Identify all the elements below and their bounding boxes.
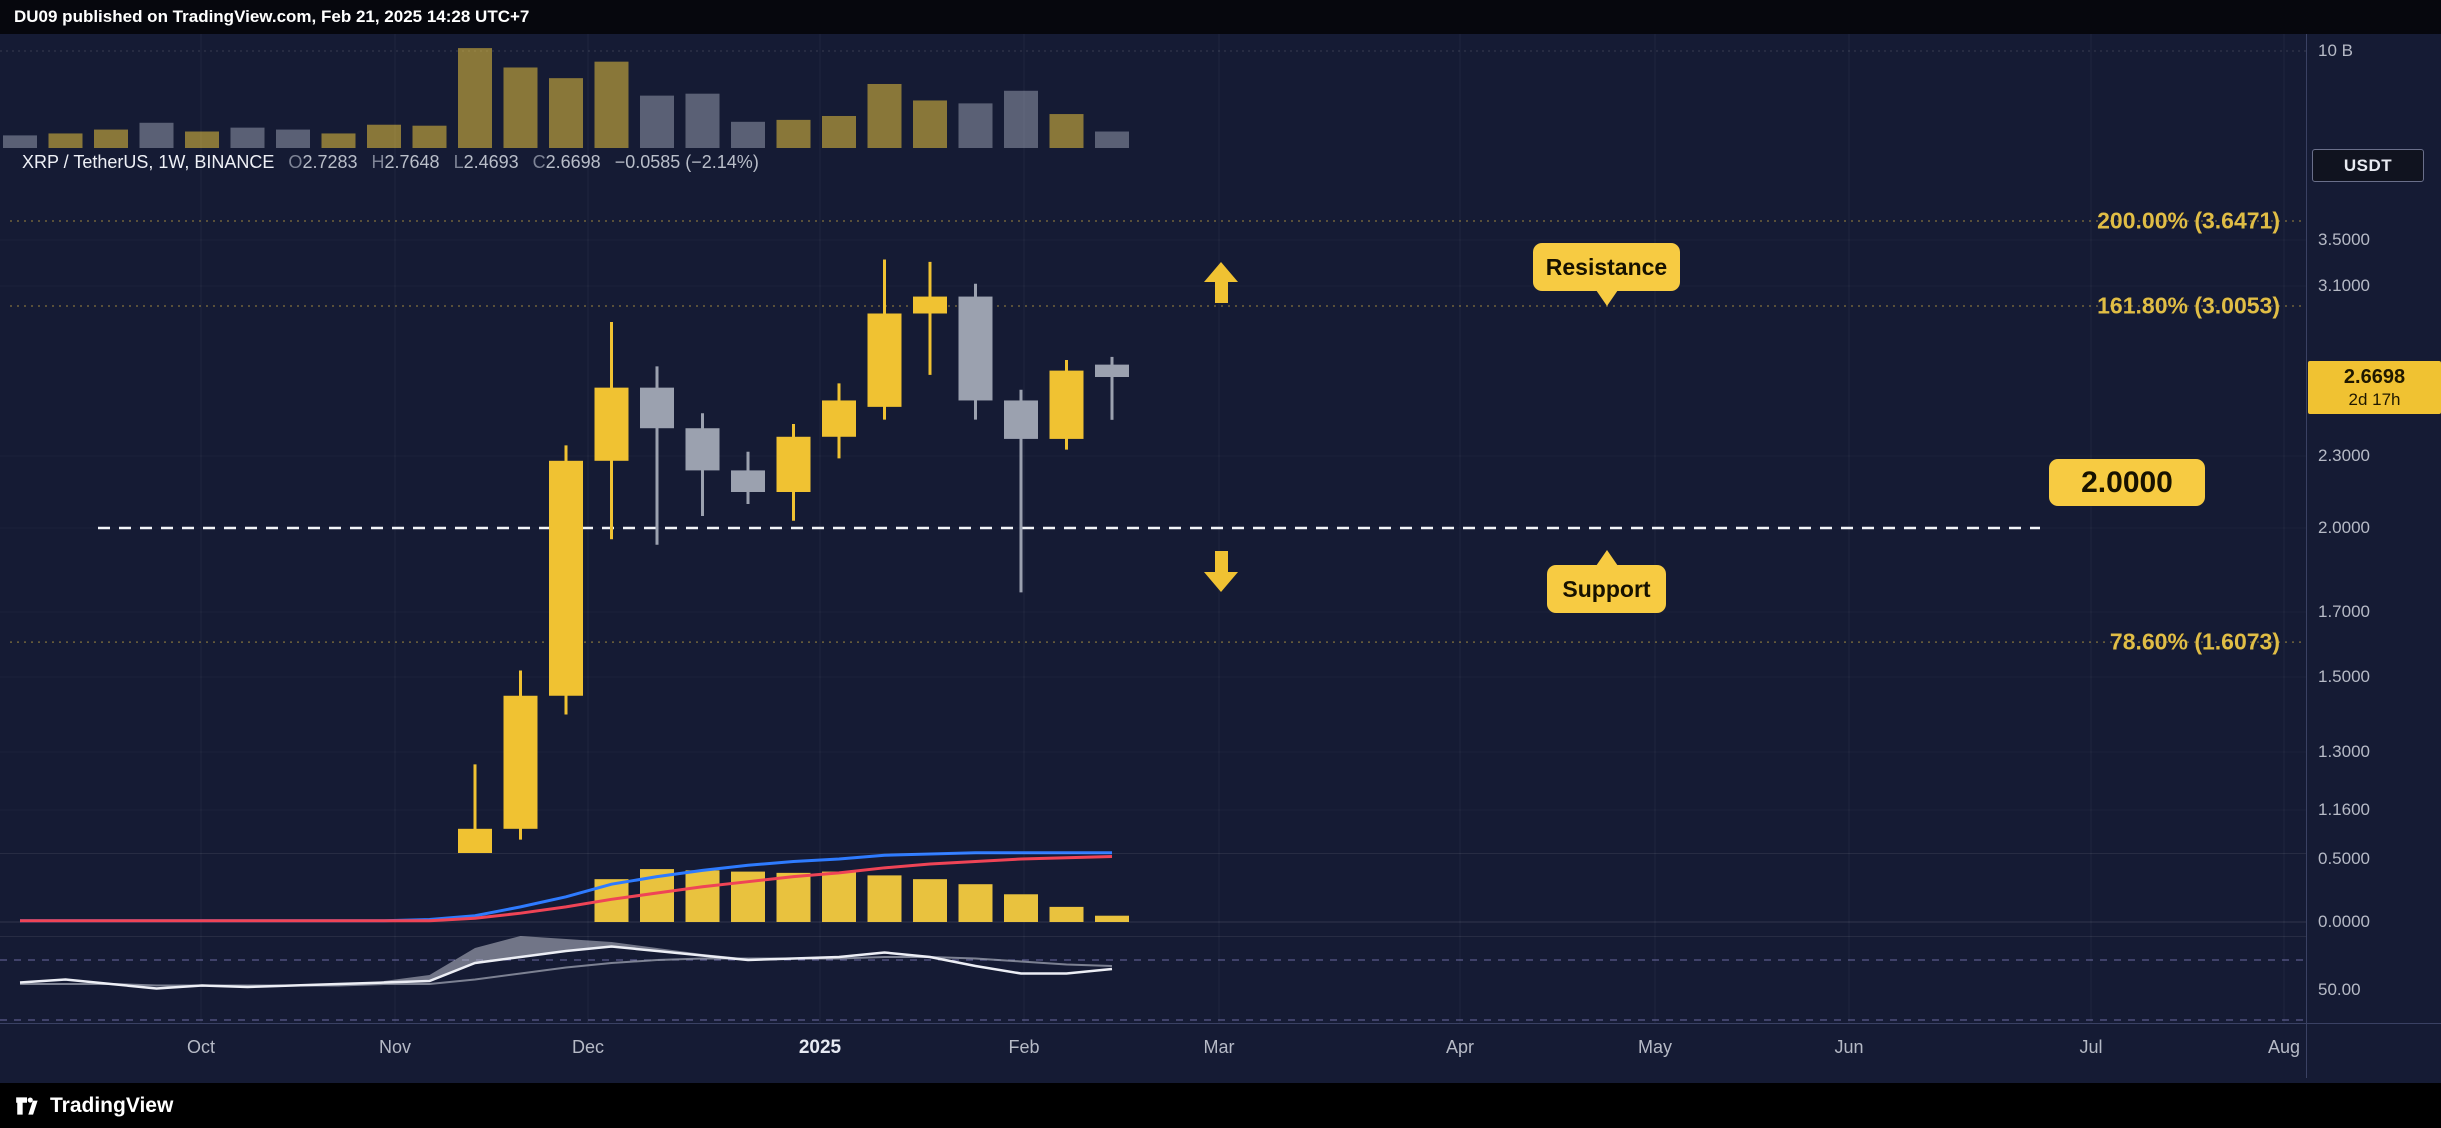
up-arrow-stem	[1214, 282, 1228, 303]
support-callout[interactable]: Support	[1547, 550, 1666, 613]
publish-info-bar: DU09 published on TradingView.com, Feb 2…	[0, 0, 2441, 34]
price-axis-label: 1.3000	[2318, 742, 2370, 761]
publish-info-text: DU09 published on TradingView.com, Feb 2…	[14, 7, 530, 26]
current-price-badge: 2.6698 2d 17h	[2308, 361, 2441, 414]
down-arrow-icon[interactable]	[1204, 551, 1238, 592]
time-axis-label: Jun	[1834, 1037, 1864, 1057]
open-label: O	[288, 152, 303, 172]
time-axis-label: Aug	[2267, 1037, 2301, 1057]
down-arrow-stem	[1214, 551, 1228, 572]
low-label: L	[453, 152, 464, 172]
price-axis-separator	[2306, 34, 2307, 1078]
close-value: 2.6698	[545, 152, 601, 172]
fib-level-label-161[interactable]: 161.80% (3.0053)	[2097, 292, 2280, 319]
price-axis-label: 2.3000	[2318, 446, 2370, 465]
ohlc-close: C2.6698	[533, 152, 601, 173]
time-axis-label: Dec	[571, 1037, 605, 1057]
panel-separator	[0, 936, 2306, 937]
price-axis-label: 3.5000	[2318, 230, 2370, 249]
support-callout-text: Support	[1562, 575, 1651, 602]
time-axis-label: Jul	[2079, 1037, 2103, 1057]
price-axis-label: 2.0000	[2318, 518, 2370, 537]
resistance-callout-text: Resistance	[1545, 253, 1668, 280]
chart-legend: XRP / TetherUS, 1W, BINANCE O2.7283 H2.7…	[22, 152, 759, 173]
ohlc-open: O2.7283	[288, 152, 357, 173]
time-axis[interactable]: Oct Nov Dec 2025 Feb Mar Apr May Jun Jul Aug	[0, 1023, 2306, 1078]
price-axis-label: 10 B	[2318, 41, 2353, 60]
ohlc-low: L2.4693	[454, 152, 519, 173]
callout-tail-icon	[1595, 550, 1618, 566]
ohlc-high: H2.7648	[372, 152, 440, 173]
tradingview-logo-icon[interactable]	[14, 1093, 40, 1119]
time-axis-label: 2025	[798, 1037, 842, 1058]
fib-level-label-78[interactable]: 78.60% (1.6073)	[2109, 628, 2280, 655]
high-label: H	[371, 152, 385, 172]
time-axis-label: May	[1637, 1037, 1673, 1057]
open-value: 2.7283	[302, 152, 358, 172]
price-axis-label: 0.5000	[2318, 849, 2370, 868]
down-arrow-head	[1204, 572, 1238, 592]
price-axis-label: 0.0000	[2318, 912, 2370, 931]
price-axis-label: 1.5000	[2318, 667, 2370, 686]
time-axis-separator	[0, 1023, 2441, 1024]
price-axis-label: 1.1600	[2318, 800, 2370, 819]
up-arrow-icon[interactable]	[1204, 262, 1238, 303]
low-value: 2.4693	[463, 152, 519, 172]
time-axis-label: Nov	[378, 1037, 412, 1057]
change-value: −0.0585 (−2.14%)	[614, 152, 759, 172]
price-axis-label: 3.1000	[2318, 276, 2370, 295]
price-axis-label: 1.7000	[2318, 602, 2370, 621]
symbol-title[interactable]: XRP / TetherUS, 1W, BINANCE	[22, 152, 275, 172]
current-price-value: 2.6698	[2343, 366, 2406, 388]
price-axis[interactable]: 10 B 3.5000 3.1000 2.3000 2.0000 1.7000 1.5000…	[2306, 0, 2441, 1078]
time-axis-label: Apr	[1445, 1037, 1475, 1057]
up-arrow-head	[1204, 262, 1238, 282]
currency-usdt-button[interactable]: USDT	[2312, 149, 2424, 182]
support-level-price-label[interactable]: 2.0000	[2049, 459, 2205, 506]
bar-countdown: 2d 17h	[2348, 390, 2401, 409]
price-chart-canvas[interactable]	[0, 0, 2306, 1023]
close-label: C	[532, 152, 546, 172]
callout-tail-icon	[1595, 290, 1618, 306]
price-axis-label: 50.00	[2318, 980, 2361, 999]
high-value: 2.7648	[384, 152, 440, 172]
time-axis-label: Oct	[186, 1037, 216, 1057]
resistance-callout[interactable]: Resistance	[1533, 243, 1680, 306]
panel-separator	[0, 853, 2306, 854]
fib-level-label-200[interactable]: 200.00% (3.6471)	[2097, 207, 2280, 234]
tradingview-wordmark[interactable]: TradingView	[50, 1093, 174, 1117]
time-axis-label: Feb	[1008, 1037, 1040, 1057]
footer-bar: TradingView	[0, 1083, 2441, 1128]
time-axis-label: Mar	[1203, 1037, 1235, 1057]
